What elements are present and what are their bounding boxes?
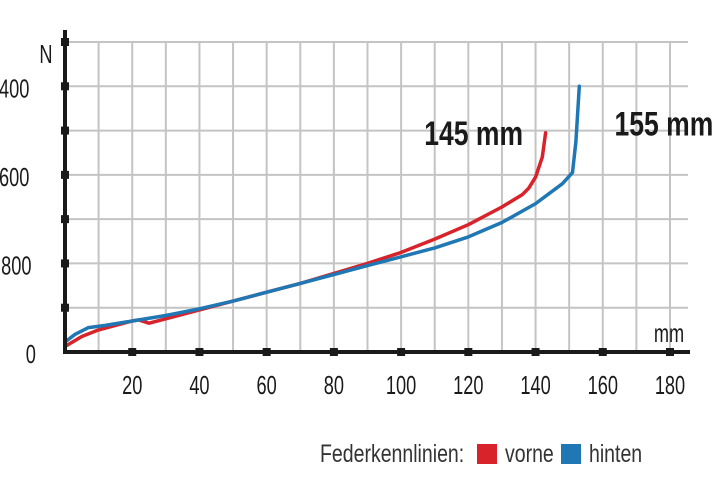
y-tick-label: 800 xyxy=(1,251,31,280)
y-tick-mark xyxy=(61,38,69,46)
chart-series xyxy=(63,84,582,349)
chart-axes xyxy=(61,30,690,356)
legend-title: Federkennlinien: xyxy=(320,439,465,468)
y-tick-mark xyxy=(61,126,69,135)
series-line-vorne xyxy=(63,131,548,349)
x-tick-label: 100 xyxy=(386,371,416,400)
x-tick-label: 140 xyxy=(520,371,550,400)
x-tick-label: 160 xyxy=(588,371,618,400)
x-tick-label: 60 xyxy=(257,371,277,400)
x-tick-mark xyxy=(464,348,473,356)
x-axis-label: mm xyxy=(654,319,684,348)
x-tick-mark xyxy=(598,348,607,356)
x-tick-mark xyxy=(128,348,137,356)
chart-annotations: 145 mm 155 mm xyxy=(424,106,712,153)
x-tick-label: 40 xyxy=(189,371,209,400)
x-tick-label: 180 xyxy=(655,371,685,400)
y-tick-label: 2400 xyxy=(0,74,29,103)
x-tick-mark xyxy=(262,348,271,356)
series-line-hinten xyxy=(63,84,582,344)
x-tick-mark xyxy=(666,348,674,356)
legend: Federkennlinien: vorne hinten xyxy=(320,436,658,472)
x-tick-mark xyxy=(397,348,406,356)
legend-label-vorne: vorne xyxy=(504,439,554,468)
y-tick-mark xyxy=(61,303,69,312)
x-tick-mark xyxy=(329,348,338,356)
y-tick-mark xyxy=(61,82,69,91)
legend-swatch-hinten xyxy=(561,444,582,464)
x-tick-label: 80 xyxy=(324,371,344,400)
y-tick-mark xyxy=(61,215,69,224)
y-axis-label: N xyxy=(39,40,52,69)
y-tick-label: 1600 xyxy=(0,163,29,192)
chart-tick-labels: 20 40 60 80 100 120 140 160 180 0 800 1600 2400 xyxy=(0,74,685,400)
x-tick-label: 20 xyxy=(122,371,142,400)
chart-grid xyxy=(65,41,688,352)
x-tick-label: 120 xyxy=(453,371,483,400)
annotation-label: 145 mm xyxy=(424,115,523,153)
x-tick-mark xyxy=(531,348,540,356)
annotation-label: 155 mm xyxy=(615,106,712,144)
y-tick-mark xyxy=(61,170,69,179)
legend-swatch-vorne xyxy=(476,444,497,464)
y-tick-label: 0 xyxy=(26,340,36,369)
x-tick-mark xyxy=(195,348,204,356)
legend-label-hinten: hinten xyxy=(589,439,643,468)
y-tick-mark xyxy=(61,259,69,268)
